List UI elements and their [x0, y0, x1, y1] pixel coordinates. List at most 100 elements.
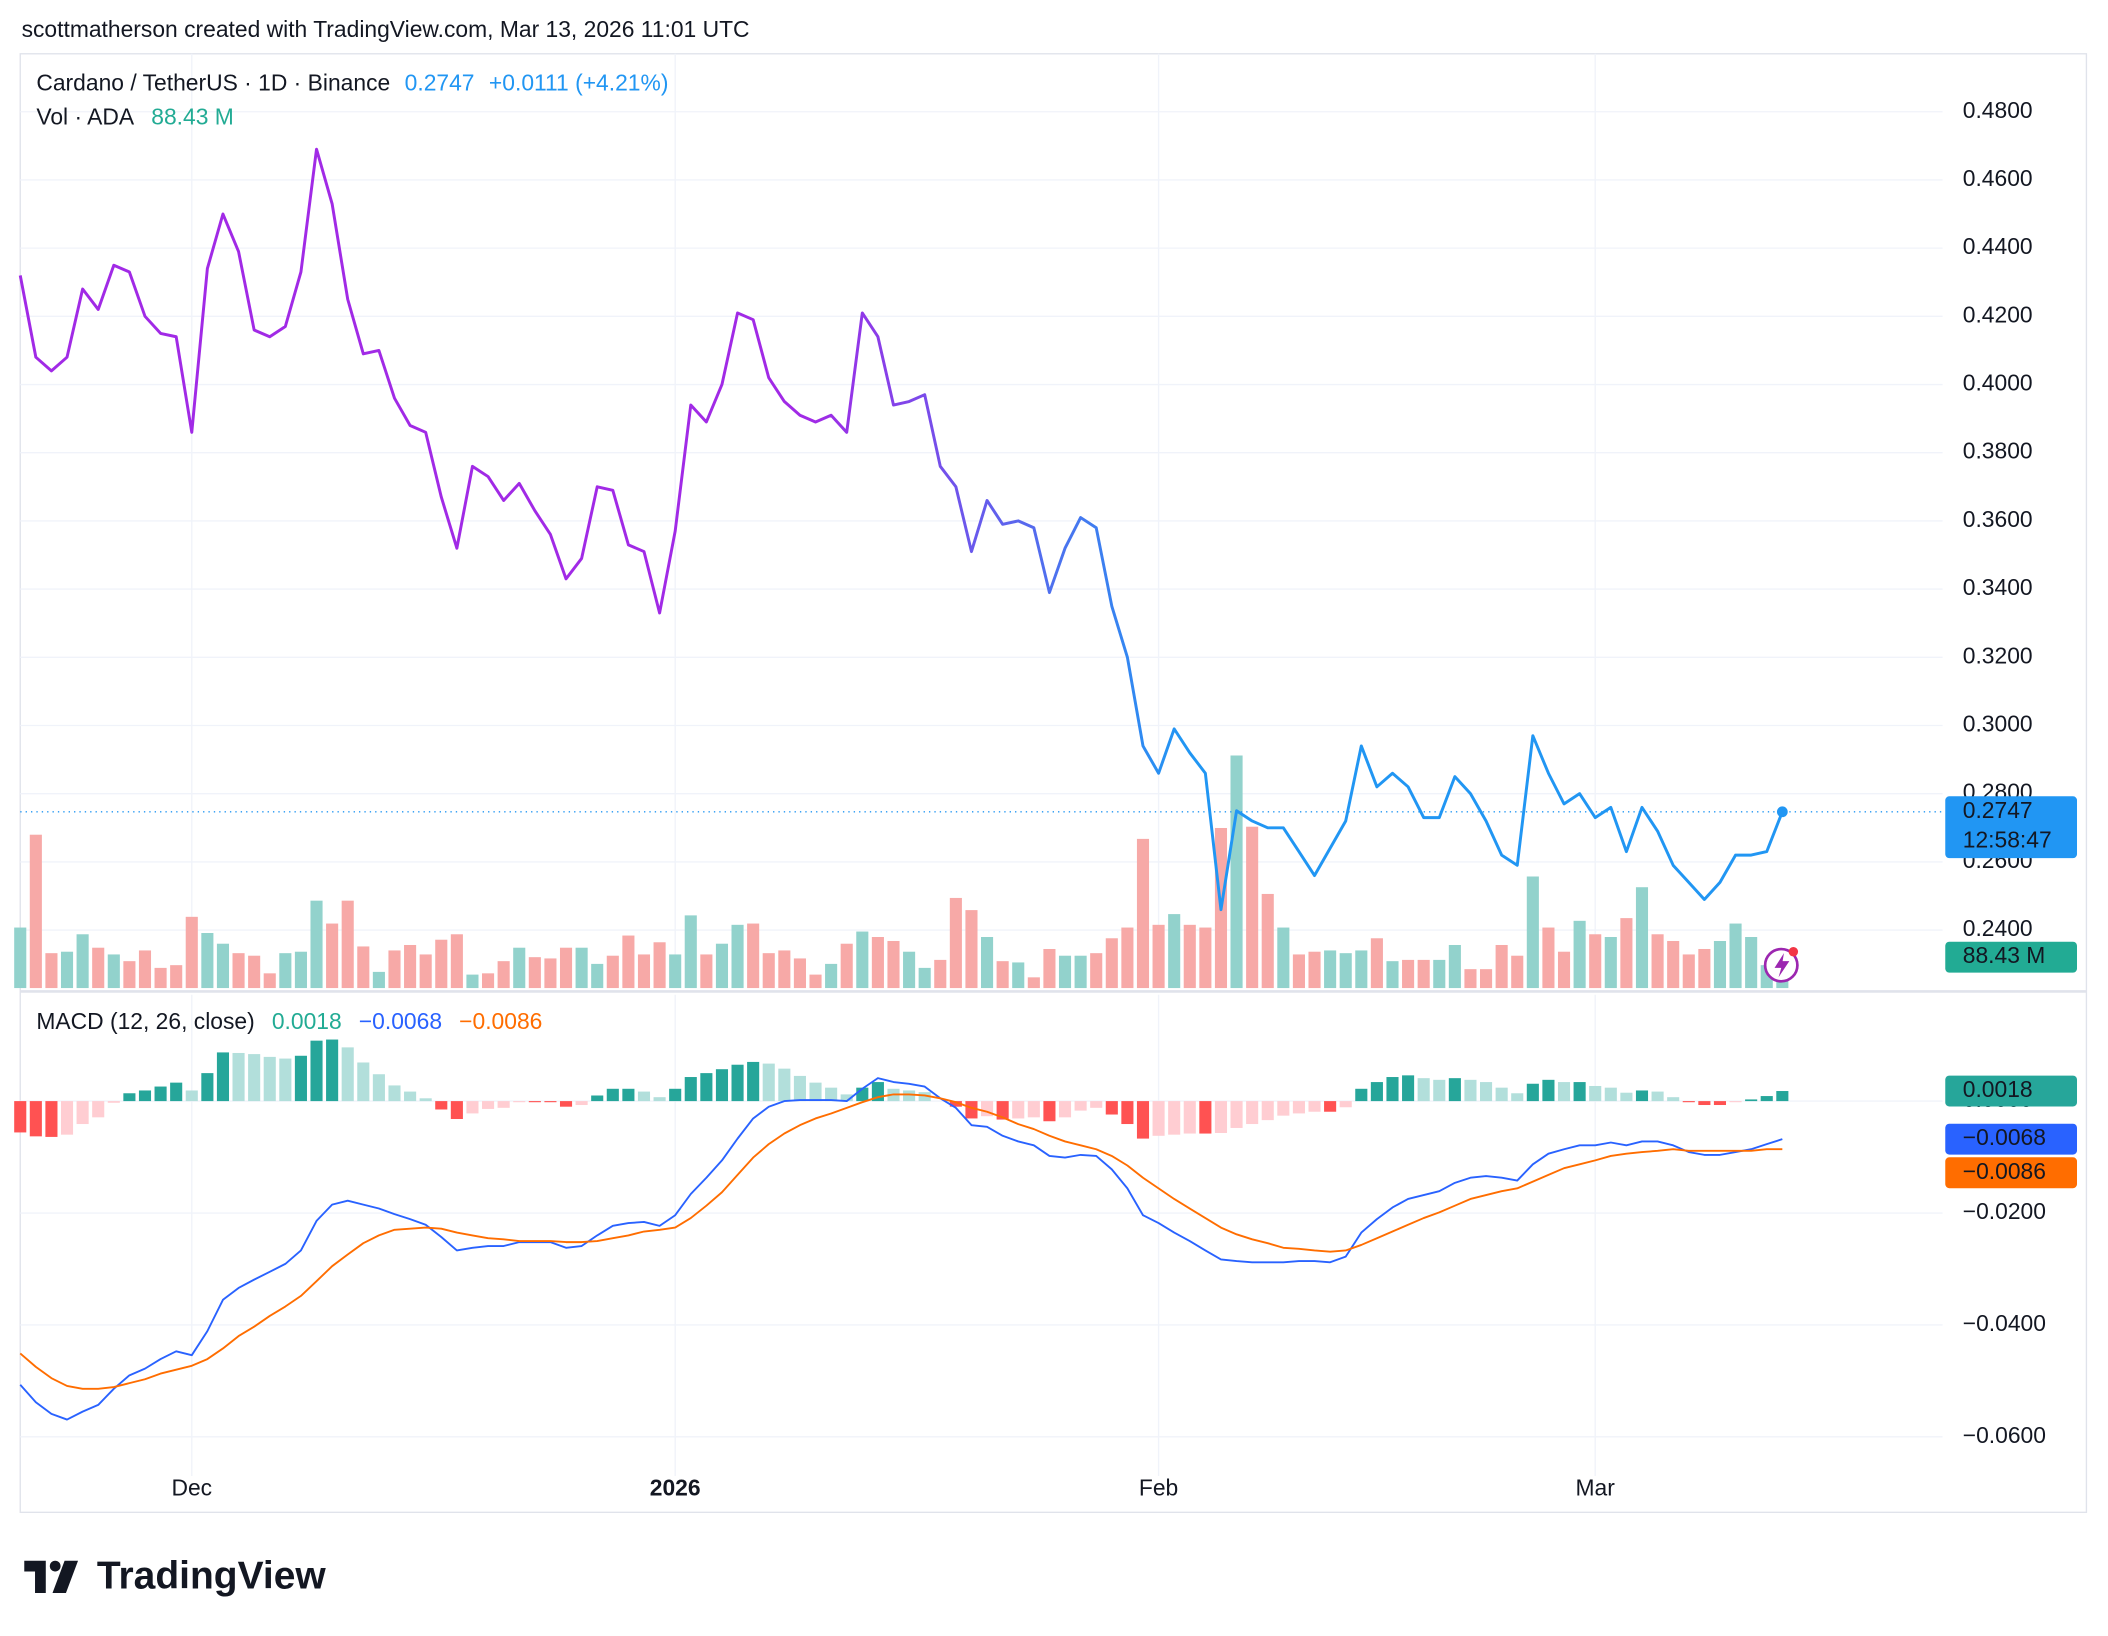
- volume-bar: [1589, 934, 1602, 989]
- histogram-bar: [1713, 1101, 1727, 1106]
- volume-bar: [1074, 955, 1087, 989]
- histogram-bar: [1729, 1101, 1742, 1103]
- volume-bar: [856, 931, 869, 989]
- histogram-bar: [341, 1047, 354, 1102]
- histogram-bar: [170, 1082, 183, 1102]
- histogram-bar: [435, 1101, 448, 1110]
- histogram-bar: [1058, 1101, 1072, 1118]
- histogram-bar: [1183, 1101, 1196, 1134]
- x-tick-label: Feb: [1139, 1475, 1178, 1501]
- volume-bar: [185, 916, 198, 989]
- histogram-bar: [1698, 1101, 1711, 1106]
- histogram-bar: [294, 1055, 307, 1102]
- volume-bar: [170, 965, 183, 989]
- volume-bar: [762, 953, 775, 989]
- volume-bar: [918, 967, 931, 989]
- histogram-bar: [1448, 1078, 1461, 1102]
- histogram-bar: [466, 1101, 479, 1114]
- histogram-bar: [372, 1074, 385, 1102]
- histogram-bar: [622, 1088, 635, 1102]
- histogram-bar: [310, 1040, 323, 1102]
- histogram-bar: [684, 1077, 697, 1102]
- y-tick-label: 0.3200: [1963, 642, 2033, 668]
- y-tick-label: 0.2400: [1963, 915, 2033, 941]
- volume-bar: [76, 934, 89, 989]
- volume-bar: [1745, 936, 1758, 989]
- volume-bar: [1168, 914, 1181, 989]
- y-tick-label: 0.4600: [1963, 165, 2033, 191]
- volume-bar: [1324, 950, 1337, 989]
- signal-tag-bg: [1945, 1157, 2078, 1189]
- volume-bar: [1604, 936, 1617, 989]
- chart-frame: [19, 53, 2088, 1513]
- volume-bar: [1339, 953, 1352, 989]
- volume-bar: [669, 954, 682, 989]
- volume-bar: [1417, 959, 1430, 989]
- histogram-bar: [606, 1088, 619, 1102]
- volume-bar: [1433, 959, 1446, 989]
- volume-bar: [1698, 948, 1711, 989]
- volume-bar: [29, 834, 42, 989]
- price-line: [18, 147, 1784, 912]
- histogram-bar: [1105, 1101, 1118, 1115]
- volume-bar: [372, 971, 385, 989]
- plot-area: 0.24000.26000.28000.30000.32000.34000.36…: [14, 53, 2046, 1501]
- volume-bar: [684, 915, 697, 989]
- histogram-bar: [107, 1101, 120, 1103]
- volume-bar: [138, 950, 152, 989]
- histogram-bar: [1090, 1101, 1103, 1108]
- y-tick-label: 0.3600: [1963, 506, 2033, 532]
- histogram-bar: [1495, 1087, 1508, 1102]
- histogram-bar: [1012, 1101, 1025, 1119]
- price-tag-bg: [1945, 796, 2078, 859]
- histogram-bar: [92, 1101, 105, 1118]
- histogram-bar: [45, 1101, 58, 1137]
- symbol-title: Cardano / TetherUS · 1D · Binance: [36, 70, 390, 96]
- volume-bar: [1105, 938, 1118, 989]
- histogram-bar: [1168, 1101, 1181, 1135]
- volume-bar: [248, 955, 261, 989]
- volume-tag: 88.43 M: [1963, 942, 2046, 968]
- histogram-bar: [1651, 1091, 1664, 1102]
- histogram-bar: [1635, 1090, 1649, 1102]
- y-tick-label: −0.0200: [1963, 1198, 2046, 1224]
- histogram-bar: [528, 1101, 541, 1103]
- histogram-bar: [1557, 1082, 1571, 1102]
- histogram-bar: [185, 1090, 198, 1102]
- signal-last: −0.0086: [459, 1008, 542, 1034]
- x-tick-label: Dec: [171, 1475, 212, 1501]
- volume-bar: [934, 959, 947, 989]
- volume-bar: [1729, 923, 1742, 989]
- volume-bar: [216, 943, 230, 989]
- volume-bar: [201, 933, 214, 989]
- volume-bar: [1620, 918, 1633, 989]
- histogram-bar: [123, 1093, 136, 1102]
- histogram-bar: [1620, 1092, 1633, 1102]
- histogram-bar: [1464, 1079, 1477, 1102]
- volume-legend: Vol · ADA 88.43 M: [36, 103, 233, 129]
- volume-bar: [1152, 924, 1165, 989]
- volume-bar: [1355, 950, 1368, 989]
- volume-bar: [1635, 887, 1649, 989]
- volume-bar: [622, 935, 635, 989]
- histogram-bar: [1370, 1082, 1383, 1102]
- price-tag: 0.2747: [1963, 797, 2033, 823]
- volume-bar: [341, 900, 354, 989]
- volume-bar: [1495, 944, 1508, 989]
- histogram-tag-bg: [1945, 1075, 2078, 1107]
- histogram-bar: [825, 1087, 838, 1102]
- histogram-bar: [1246, 1101, 1259, 1125]
- histogram-bar: [903, 1090, 916, 1102]
- histogram-bar: [1511, 1093, 1524, 1102]
- volume-bar: [1448, 944, 1461, 989]
- histogram-bar: [715, 1069, 729, 1102]
- volume-bar: [949, 897, 962, 989]
- histogram-bar: [14, 1101, 27, 1133]
- histogram-bar: [1402, 1075, 1415, 1102]
- histogram-bar: [1573, 1082, 1586, 1102]
- volume-bar: [1526, 876, 1539, 989]
- histogram-bar: [1682, 1101, 1695, 1103]
- histogram-bar: [1324, 1101, 1337, 1112]
- histogram-bar: [762, 1063, 775, 1102]
